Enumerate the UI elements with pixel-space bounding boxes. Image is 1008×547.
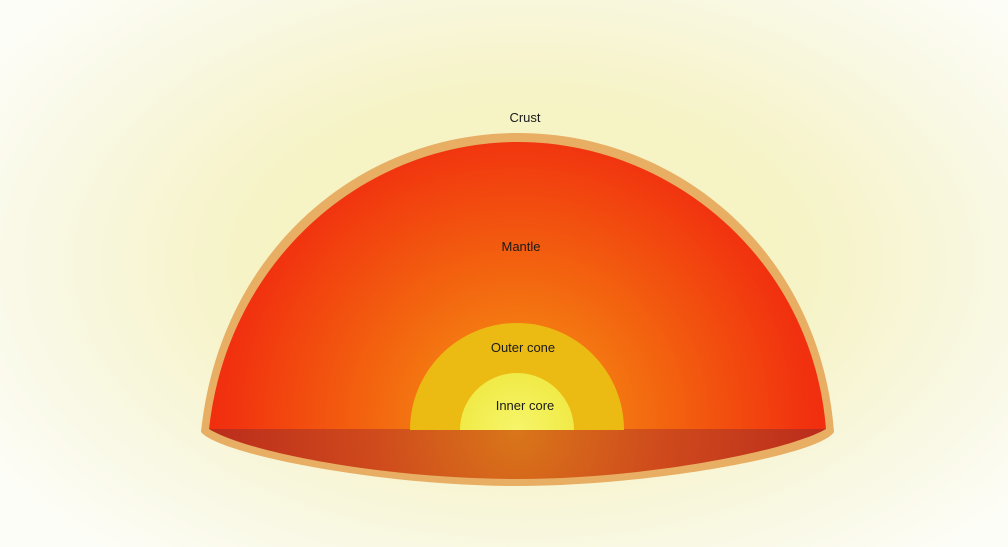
mantle-label: Mantle	[501, 239, 540, 254]
base-section	[209, 429, 826, 479]
mantle-layer	[209, 142, 826, 429]
crust-label: Crust	[509, 110, 540, 125]
outer-core-label: Outer cone	[491, 340, 555, 355]
inner-core-layer	[460, 373, 574, 430]
inner-core-label: Inner core	[496, 398, 555, 413]
